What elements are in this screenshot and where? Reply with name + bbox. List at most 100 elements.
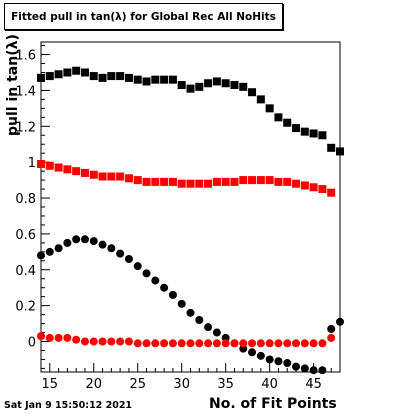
data-point <box>292 362 301 371</box>
data-point <box>124 73 133 82</box>
data-point <box>168 75 177 84</box>
data-point <box>37 332 45 341</box>
data-point <box>327 188 336 197</box>
data-point <box>177 81 186 90</box>
data-point <box>239 339 248 348</box>
data-point <box>283 118 292 127</box>
data-point <box>124 255 133 264</box>
data-point <box>248 88 257 97</box>
data-point <box>54 333 63 342</box>
data-point <box>309 129 318 138</box>
data-point <box>265 176 274 185</box>
data-point <box>168 290 177 299</box>
y-tick-label: 0 <box>28 336 36 351</box>
data-point <box>256 176 265 185</box>
data-point <box>142 177 151 186</box>
data-point <box>300 339 309 348</box>
data-point <box>63 333 72 342</box>
data-point <box>116 172 125 181</box>
data-point <box>186 179 195 188</box>
series-1 <box>37 66 344 156</box>
data-point <box>45 333 54 342</box>
y-axis-title: pull in tan(λ) <box>5 34 21 136</box>
data-point <box>239 82 248 91</box>
data-point <box>89 337 98 346</box>
data-point <box>72 66 81 75</box>
data-point <box>54 70 63 79</box>
data-point <box>98 337 107 346</box>
data-point <box>230 339 239 348</box>
data-point <box>133 262 142 271</box>
data-point <box>98 240 107 249</box>
data-point <box>248 348 257 357</box>
data-point <box>318 185 327 194</box>
data-point <box>274 339 283 348</box>
data-point <box>327 333 336 342</box>
data-point <box>89 237 98 246</box>
data-point <box>142 77 151 86</box>
data-point <box>72 235 81 244</box>
data-point <box>160 339 169 348</box>
data-point <box>292 179 301 188</box>
data-point <box>327 143 336 152</box>
data-point <box>221 79 230 88</box>
data-point <box>160 75 169 84</box>
data-point <box>309 183 318 192</box>
data-point <box>265 339 274 348</box>
data-point <box>80 337 89 346</box>
x-tick-label: 30 <box>173 377 190 392</box>
data-point <box>212 339 221 348</box>
data-point <box>151 339 160 348</box>
data-point <box>80 68 89 77</box>
data-point <box>186 339 195 348</box>
data-point <box>45 247 54 256</box>
data-point <box>274 113 283 122</box>
data-point <box>160 177 169 186</box>
data-point <box>177 299 186 308</box>
data-point <box>221 177 230 186</box>
data-point <box>195 82 204 91</box>
data-point <box>204 179 213 188</box>
data-point <box>107 72 116 81</box>
data-point <box>265 104 274 113</box>
data-point <box>45 72 54 81</box>
data-point <box>186 84 195 93</box>
data-point <box>54 163 63 172</box>
data-point <box>107 244 116 253</box>
data-point <box>204 323 213 332</box>
data-point <box>327 324 336 333</box>
data-point <box>256 95 265 104</box>
data-point <box>160 283 169 292</box>
data-point <box>142 269 151 278</box>
data-point <box>142 339 151 348</box>
data-point <box>116 337 125 346</box>
data-point <box>37 73 45 82</box>
data-point <box>283 359 292 368</box>
data-point <box>151 177 160 186</box>
data-point <box>204 339 213 348</box>
data-point <box>239 176 248 185</box>
data-point <box>212 77 221 86</box>
chart-title: Fitted pull in tan(λ) for Global Rec All… <box>4 3 283 30</box>
data-point <box>318 339 327 348</box>
data-point <box>133 339 142 348</box>
data-point <box>195 339 204 348</box>
data-point <box>98 172 107 181</box>
data-point <box>265 355 274 364</box>
data-point <box>186 308 195 317</box>
data-point <box>72 167 81 176</box>
series-4 <box>37 332 336 348</box>
x-axis: 15 20 25 30 35 40 45 <box>40 363 341 392</box>
data-point <box>283 177 292 186</box>
data-point <box>54 244 63 253</box>
data-point <box>124 174 133 183</box>
data-point <box>248 176 257 185</box>
data-point <box>212 328 221 337</box>
x-tick-label: 45 <box>305 377 322 392</box>
x-tick-label: 20 <box>85 377 102 392</box>
data-point <box>230 177 239 186</box>
y-tick-label: 1 <box>28 156 36 171</box>
data-point <box>45 161 54 170</box>
data-point <box>37 159 45 168</box>
